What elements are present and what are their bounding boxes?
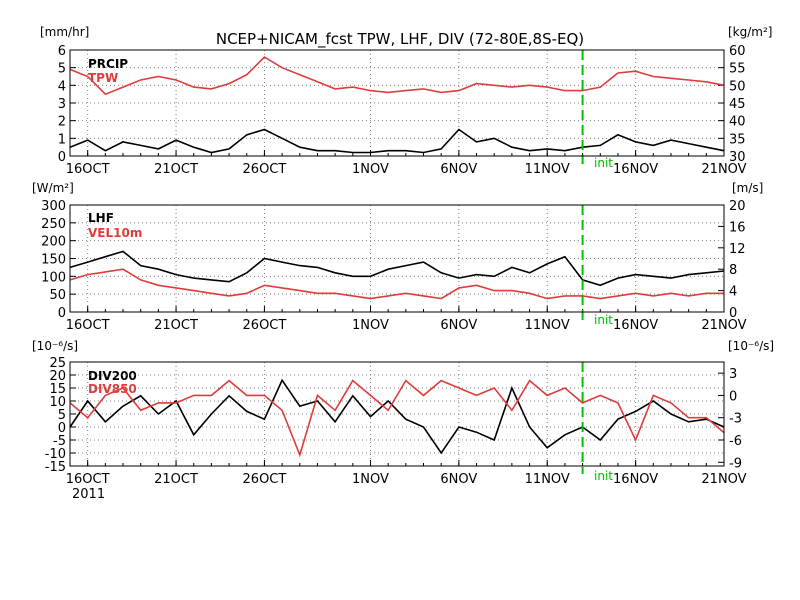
- left-tick-label: -10: [45, 447, 66, 462]
- x-tick-label: 1NOV: [352, 318, 389, 333]
- left-tick-label: 4: [58, 79, 66, 94]
- year-label: 2011: [72, 487, 105, 502]
- x-tick-label: 16OCT: [66, 162, 110, 177]
- x-tick-label: 1NOV: [352, 472, 389, 487]
- right-tick-label: 8: [729, 263, 737, 278]
- right-tick-label: 45: [729, 97, 746, 112]
- right-tick-label: 30: [729, 150, 746, 165]
- x-tick-label: 6NOV: [440, 318, 477, 333]
- left-tick-label: 250: [41, 217, 66, 232]
- right-tick-label: 60: [729, 44, 746, 59]
- x-tick-label: 16OCT: [66, 472, 110, 487]
- x-tick-label: 16NOV: [613, 472, 658, 487]
- panel-precip-tpw: [mm/hr] [kg/m²] PRCIP TPW init 012345630…: [40, 25, 772, 177]
- x-tick-label: 11NOV: [525, 318, 570, 333]
- init-label: init: [594, 469, 613, 483]
- right-tick-label: -9: [729, 456, 742, 471]
- panel-div: [10⁻⁶/s] [10⁻⁶/s] DIV200 DIV850 init 201…: [32, 339, 774, 502]
- x-tick-label: 26OCT: [243, 162, 287, 177]
- series-line-div850: [69, 379, 725, 458]
- right-tick-label: 16: [729, 220, 746, 235]
- x-tick-label: 1NOV: [352, 162, 389, 177]
- right-unit-label: [10⁻⁶/s]: [728, 339, 774, 353]
- x-tick-label: 26OCT: [243, 318, 287, 333]
- right-tick-label: 40: [729, 115, 746, 130]
- right-tick-label: -6: [729, 434, 742, 449]
- right-tick-label: 55: [729, 62, 746, 77]
- x-tick-label: 16NOV: [613, 162, 658, 177]
- left-tick-label: -5: [53, 434, 66, 449]
- x-tick-label: 21NOV: [701, 162, 746, 177]
- left-unit-label: [W/m²]: [32, 181, 74, 195]
- legend-vel10m: VEL10m: [88, 226, 142, 240]
- legend-prcip: PRCIP: [88, 57, 128, 71]
- right-tick-label: 4: [729, 285, 737, 300]
- left-tick-label: 0: [58, 421, 66, 436]
- x-tick-label: 16OCT: [66, 318, 110, 333]
- series-line-tpw: [69, 56, 725, 96]
- right-tick-label: 20: [729, 199, 746, 214]
- plot-frame: [69, 204, 725, 313]
- left-tick-label: -15: [45, 460, 66, 475]
- left-unit-label: [mm/hr]: [40, 25, 89, 39]
- x-tick-label: 6NOV: [440, 472, 477, 487]
- right-tick-label: 35: [729, 132, 746, 147]
- left-unit-label: [10⁻⁶/s]: [32, 339, 78, 353]
- left-tick-label: 0: [58, 306, 66, 321]
- left-tick-label: 20: [49, 369, 66, 384]
- left-tick-label: 2: [58, 115, 66, 130]
- x-tick-label: 21OCT: [154, 162, 198, 177]
- panel-lhf-vel10m: [W/m²] [m/s] LHF VEL10m init 0 50 100 150 20…: [32, 181, 763, 333]
- x-tick-label: 21NOV: [701, 472, 746, 487]
- left-tick-label: 50: [49, 288, 66, 303]
- left-tick-label: 25: [49, 356, 66, 371]
- left-tick-label: 150: [41, 253, 66, 268]
- legend-tpw: TPW: [88, 71, 118, 85]
- x-tick-label: 21NOV: [701, 318, 746, 333]
- left-tick-label: 100: [41, 270, 66, 285]
- left-tick-label: 0: [58, 150, 66, 165]
- x-tick-label: 21OCT: [154, 318, 198, 333]
- legend-div200: DIV200: [88, 369, 137, 383]
- right-tick-label: 0: [729, 306, 737, 321]
- left-tick-label: 200: [41, 235, 66, 250]
- left-tick-label: 10: [49, 395, 66, 410]
- init-label: init: [594, 156, 613, 170]
- left-tick-label: 6: [58, 44, 66, 59]
- left-tick-label: 3: [58, 97, 66, 112]
- right-tick-label: -3: [729, 412, 742, 427]
- plot-frame: [69, 361, 725, 467]
- x-tick-label: 21OCT: [154, 472, 198, 487]
- series-line-lhf: [69, 250, 725, 287]
- left-tick-label: 5: [58, 408, 66, 423]
- legend-div850: DIV850: [88, 382, 137, 396]
- init-label: init: [594, 313, 613, 327]
- right-tick-label: 50: [729, 79, 746, 94]
- left-tick-label: 5: [58, 62, 66, 77]
- x-tick-label: 6NOV: [440, 162, 477, 177]
- chart-title: NCEP+NICAM_fcst TPW, LHF, DIV (72-80E,8S…: [216, 30, 584, 49]
- series-line-prcip: [69, 128, 725, 154]
- left-tick-label: 15: [49, 382, 66, 397]
- right-unit-label: [kg/m²]: [728, 25, 772, 39]
- x-tick-label: 11NOV: [525, 472, 570, 487]
- x-tick-label: 16NOV: [613, 318, 658, 333]
- legend-lhf: LHF: [88, 211, 114, 225]
- x-tick-label: 26OCT: [243, 472, 287, 487]
- series-line-vel10m: [69, 268, 724, 300]
- right-tick-label: 12: [729, 242, 746, 257]
- plot-frame: [69, 49, 725, 157]
- series-line-div200: [69, 378, 725, 455]
- right-unit-label: [m/s]: [732, 181, 763, 195]
- right-tick-label: 0: [729, 389, 737, 404]
- left-tick-label: 1: [58, 132, 66, 147]
- right-tick-label: 3: [729, 367, 737, 382]
- x-tick-label: 11NOV: [525, 162, 570, 177]
- left-tick-label: 300: [41, 199, 66, 214]
